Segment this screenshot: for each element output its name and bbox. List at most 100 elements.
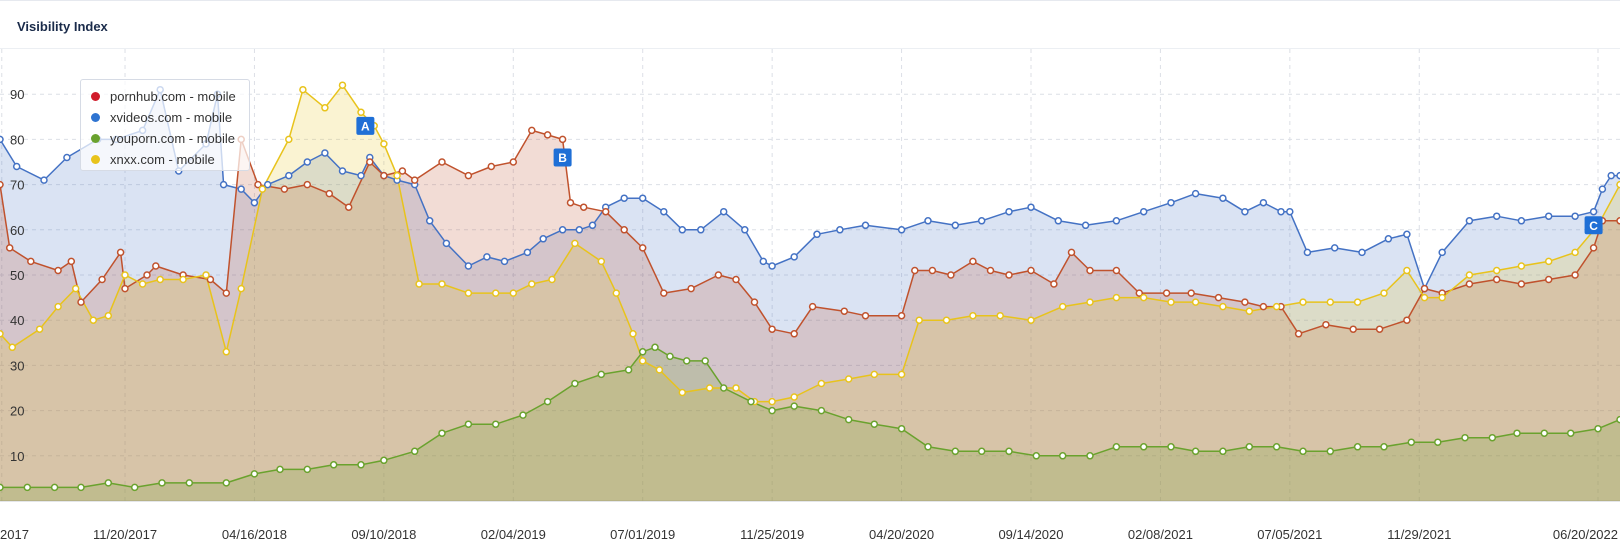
data-point[interactable] bbox=[202, 271, 210, 279]
data-point[interactable] bbox=[528, 126, 536, 135]
data-point[interactable] bbox=[1191, 447, 1200, 456]
data-point[interactable] bbox=[0, 135, 4, 144]
data-point[interactable] bbox=[303, 180, 312, 189]
data-point[interactable] bbox=[1513, 429, 1521, 437]
data-point[interactable] bbox=[620, 226, 628, 234]
data-point[interactable] bbox=[750, 298, 759, 306]
data-point[interactable] bbox=[338, 81, 347, 89]
data-point[interactable] bbox=[219, 180, 228, 189]
data-point[interactable] bbox=[1488, 433, 1497, 442]
data-point[interactable] bbox=[54, 302, 62, 311]
data-point[interactable] bbox=[1465, 217, 1474, 225]
data-point[interactable] bbox=[63, 153, 71, 162]
annotation-c[interactable]: C bbox=[1584, 216, 1603, 235]
data-point[interactable] bbox=[1607, 171, 1615, 180]
data-point[interactable] bbox=[705, 384, 714, 392]
annotation-badge[interactable] bbox=[356, 116, 375, 135]
data-point[interactable] bbox=[747, 397, 755, 406]
data-point[interactable] bbox=[1589, 207, 1598, 216]
data-point[interactable] bbox=[624, 366, 633, 374]
data-point[interactable] bbox=[344, 203, 353, 211]
data-point[interactable] bbox=[258, 185, 267, 193]
data-point[interactable] bbox=[509, 289, 518, 297]
data-point[interactable] bbox=[393, 171, 401, 180]
data-point[interactable] bbox=[1420, 293, 1429, 302]
data-point[interactable] bbox=[1219, 447, 1227, 456]
data-point[interactable] bbox=[1461, 433, 1469, 442]
data-point[interactable] bbox=[1112, 293, 1121, 302]
data-point[interactable] bbox=[1303, 248, 1312, 257]
legend-item[interactable]: youporn.com - mobile bbox=[81, 128, 249, 149]
data-point[interactable] bbox=[366, 158, 374, 166]
data-point[interactable] bbox=[588, 221, 597, 230]
data-point[interactable] bbox=[1544, 257, 1553, 266]
data-point[interactable] bbox=[566, 198, 575, 207]
data-point[interactable] bbox=[40, 176, 48, 184]
data-point[interactable] bbox=[263, 180, 272, 189]
data-point[interactable] bbox=[1135, 289, 1144, 297]
data-point[interactable] bbox=[817, 406, 826, 415]
data-point[interactable] bbox=[1420, 284, 1429, 293]
data-point[interactable] bbox=[179, 275, 187, 284]
data-point[interactable] bbox=[1299, 447, 1307, 456]
data-point[interactable] bbox=[77, 483, 85, 492]
data-point[interactable] bbox=[548, 275, 556, 284]
data-point[interactable] bbox=[790, 330, 798, 338]
data-point[interactable] bbox=[558, 226, 567, 234]
data-point[interactable] bbox=[1616, 217, 1620, 225]
data-point[interactable] bbox=[138, 280, 147, 288]
data-point[interactable] bbox=[1571, 248, 1579, 257]
data-point[interactable] bbox=[152, 262, 160, 270]
data-point[interactable] bbox=[299, 85, 307, 94]
data-point[interactable] bbox=[1112, 266, 1121, 275]
data-point[interactable] bbox=[844, 415, 853, 424]
data-point[interactable] bbox=[808, 302, 817, 311]
data-point[interactable] bbox=[1139, 207, 1148, 216]
data-point[interactable] bbox=[1349, 325, 1357, 333]
data-point[interactable] bbox=[1465, 280, 1474, 288]
data-point[interactable] bbox=[543, 131, 552, 139]
data-point[interactable] bbox=[741, 226, 749, 234]
data-point[interactable] bbox=[1167, 198, 1175, 207]
data-point[interactable] bbox=[1027, 266, 1035, 275]
data-point[interactable] bbox=[1050, 280, 1058, 288]
data-point[interactable] bbox=[98, 275, 106, 284]
data-point[interactable] bbox=[844, 375, 853, 383]
data-point[interactable] bbox=[285, 171, 293, 180]
data-point[interactable] bbox=[1566, 429, 1575, 437]
data-point[interactable] bbox=[1081, 221, 1090, 230]
data-point[interactable] bbox=[969, 257, 977, 266]
data-point[interactable] bbox=[410, 176, 419, 184]
data-point[interactable] bbox=[1058, 302, 1067, 311]
data-point[interactable] bbox=[1058, 452, 1067, 460]
data-point[interactable] bbox=[509, 158, 518, 166]
data-point[interactable] bbox=[1517, 217, 1526, 225]
data-point[interactable] bbox=[89, 316, 98, 324]
data-point[interactable] bbox=[280, 185, 289, 193]
data-point[interactable] bbox=[697, 226, 705, 234]
data-point[interactable] bbox=[325, 189, 334, 198]
data-point[interactable] bbox=[897, 311, 906, 320]
data-point[interactable] bbox=[222, 289, 231, 297]
data-point[interactable] bbox=[77, 298, 85, 306]
data-point[interactable] bbox=[250, 470, 259, 478]
data-point[interactable] bbox=[1403, 266, 1411, 275]
data-point[interactable] bbox=[759, 257, 768, 266]
data-point[interactable] bbox=[250, 198, 259, 207]
data-point[interactable] bbox=[579, 203, 588, 211]
data-point[interactable] bbox=[629, 330, 637, 338]
data-point[interactable] bbox=[1598, 185, 1607, 193]
data-point[interactable] bbox=[678, 388, 687, 397]
data-point[interactable] bbox=[1027, 203, 1035, 211]
data-point[interactable] bbox=[1086, 452, 1094, 460]
data-point[interactable] bbox=[571, 379, 579, 388]
data-point[interactable] bbox=[1191, 189, 1200, 198]
data-point[interactable] bbox=[620, 194, 628, 202]
data-point[interactable] bbox=[156, 275, 164, 284]
data-point[interactable] bbox=[1139, 443, 1148, 451]
data-point[interactable] bbox=[687, 284, 695, 293]
data-point[interactable] bbox=[1616, 180, 1620, 189]
data-point[interactable] bbox=[1407, 438, 1416, 446]
data-point[interactable] bbox=[338, 167, 347, 175]
data-point[interactable] bbox=[1403, 230, 1411, 239]
